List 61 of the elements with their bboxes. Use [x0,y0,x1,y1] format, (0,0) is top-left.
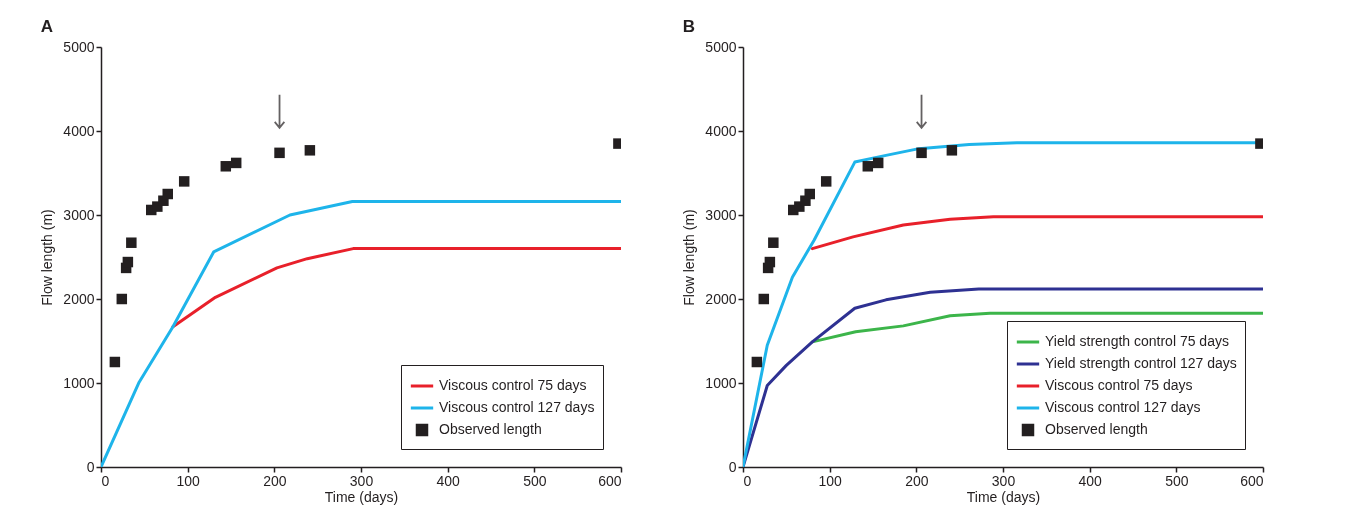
point [768,237,779,248]
y-axis-title: Flow length (m) [39,209,56,306]
x-tick-label: 200 [263,472,287,489]
y-tick-label: 1000 [63,374,95,391]
point [109,356,121,368]
y-axis-title: Flow length (m) [681,209,698,306]
point [122,256,134,268]
legend-label: Viscous control 75 days [439,377,587,393]
legend-label: Yield strength control 75 days [1045,333,1229,349]
x-tick-label: 100 [818,472,843,489]
y-tick-label: 4000 [705,122,737,139]
legend-label: Observed length [1045,421,1148,437]
x-tick-label: 0 [101,472,110,489]
point [116,293,128,305]
legend-label: Yield strength control 127 days [1045,355,1237,371]
y-tick-label: 0 [728,458,737,475]
point [862,161,874,172]
x-tick-label: 400 [436,472,461,489]
y-tick-label: 1000 [705,374,737,391]
y-tick-label: 5000 [63,38,95,55]
point [304,145,316,156]
x-tick-label: 100 [176,472,201,489]
x-tick-label: 500 [1165,472,1189,489]
point [758,293,770,305]
x-tick-label: 0 [743,472,752,489]
point [220,161,232,172]
point [274,147,285,159]
x-tick-label: 500 [523,472,547,489]
point [230,157,242,169]
x-axis-title: Time (days) [966,488,1041,505]
line-series [810,215,1263,251]
y-tick-label: 4000 [63,122,95,139]
legend-label: Viscous control 75 days [1045,377,1193,393]
point [872,157,884,169]
chart-title: A [40,17,54,36]
x-axis-title: Time (days) [324,488,399,505]
x-tick-label: 300 [349,472,374,489]
y-tick-label: 2000 [705,290,737,307]
x-tick-label: 600 [598,472,622,489]
legend-label: Viscous control 127 days [1045,399,1201,415]
point [804,188,815,200]
point [946,145,958,156]
point [916,147,927,159]
x-tick-label: 300 [991,472,1016,489]
y-tick-label: 2000 [63,290,95,307]
y-tick-label: 0 [86,458,95,475]
x-tick-label: 400 [1078,472,1103,489]
x-tick-label: 600 [1240,472,1264,489]
legend-label: Observed length [439,421,542,437]
y-tick-label: 5000 [705,38,737,55]
point [820,176,832,187]
y-tick-label: 3000 [63,206,95,223]
point [764,256,776,268]
point [178,176,190,187]
point [126,237,137,248]
chart-title: B [682,17,696,36]
y-tick-label: 3000 [705,206,737,223]
point [751,356,763,368]
legend-label: Viscous control 127 days [439,399,595,415]
point [162,188,173,200]
x-tick-label: 200 [905,472,929,489]
